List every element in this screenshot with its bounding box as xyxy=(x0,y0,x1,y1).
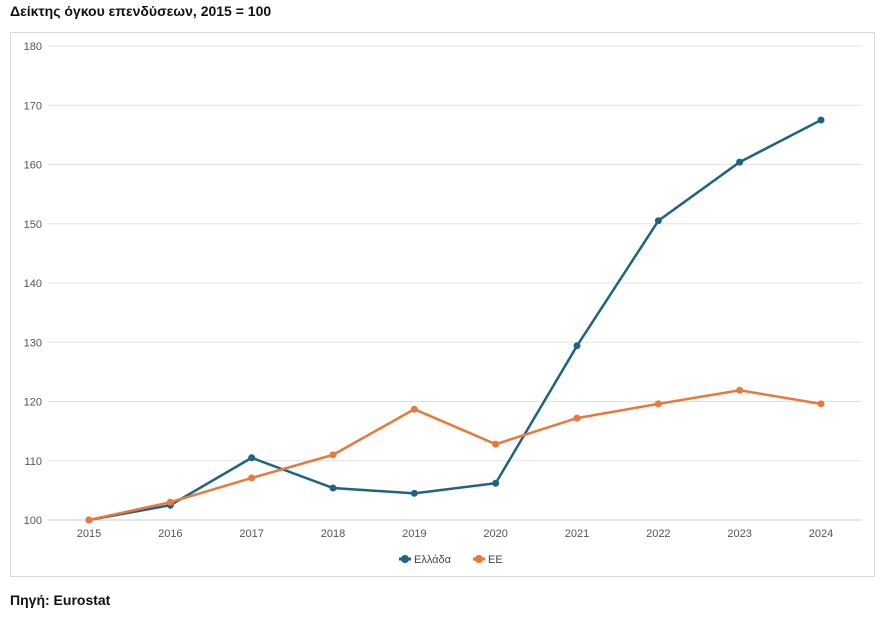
y-tick-label: 180 xyxy=(24,41,42,53)
y-tick-label: 110 xyxy=(24,456,42,468)
data-point xyxy=(166,498,174,506)
data-point xyxy=(573,342,581,350)
x-tick-label: 2015 xyxy=(77,528,101,540)
data-point xyxy=(248,474,256,482)
legend-marker xyxy=(401,555,409,563)
y-tick-label: 160 xyxy=(24,160,42,172)
source-note: Πηγή: Eurostat xyxy=(10,592,111,608)
data-point xyxy=(329,484,337,492)
legend-label: Ελλάδα xyxy=(414,554,452,566)
data-point xyxy=(85,516,93,524)
y-tick-label: 120 xyxy=(24,397,42,409)
data-point xyxy=(736,386,744,394)
legend-marker xyxy=(475,555,483,563)
x-tick-label: 2020 xyxy=(483,528,507,540)
x-tick-label: 2019 xyxy=(402,528,426,540)
chart-title: Δείκτης όγκου επενδύσεων, 2015 = 100 xyxy=(10,3,272,19)
x-tick-label: 2016 xyxy=(158,528,182,540)
data-point xyxy=(654,400,662,408)
data-point xyxy=(329,451,337,459)
y-tick-label: 170 xyxy=(24,100,42,112)
series-line-Ελλάδα xyxy=(88,118,822,522)
x-tick-label: 2021 xyxy=(565,528,589,540)
y-tick-label: 100 xyxy=(24,515,42,527)
data-point xyxy=(573,414,581,422)
data-point xyxy=(654,217,662,225)
y-tick-label: 150 xyxy=(24,219,42,231)
data-point xyxy=(248,454,256,462)
x-tick-label: 2018 xyxy=(321,528,345,540)
x-tick-label: 2017 xyxy=(239,528,263,540)
y-tick-label: 140 xyxy=(24,278,42,290)
series-line-ΕΕ xyxy=(88,388,822,522)
x-tick-label: 2024 xyxy=(809,528,833,540)
y-tick-label: 130 xyxy=(24,337,42,349)
data-point xyxy=(736,158,744,166)
legend-label: ΕΕ xyxy=(488,554,503,566)
data-point xyxy=(817,116,825,124)
x-tick-label: 2023 xyxy=(727,528,751,540)
data-point xyxy=(492,440,500,448)
x-tick-label: 2022 xyxy=(646,528,670,540)
data-point xyxy=(492,479,500,487)
data-point xyxy=(817,400,825,408)
data-point xyxy=(410,405,418,413)
data-point xyxy=(410,489,418,497)
chart-frame xyxy=(10,32,875,577)
